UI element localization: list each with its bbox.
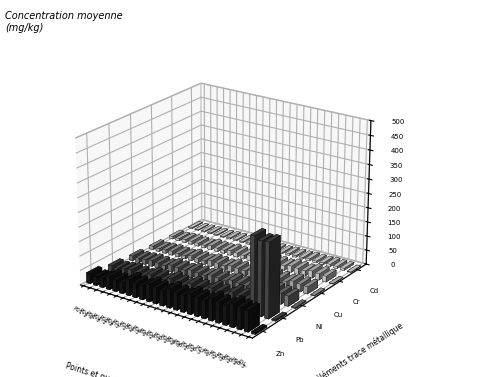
Text: Concentration moyenne
(mg/kg): Concentration moyenne (mg/kg) bbox=[5, 11, 122, 33]
Y-axis label: éléments trace métallique: éléments trace métallique bbox=[315, 321, 405, 377]
X-axis label: Points et numéro de la collecte: Points et numéro de la collecte bbox=[64, 361, 180, 377]
